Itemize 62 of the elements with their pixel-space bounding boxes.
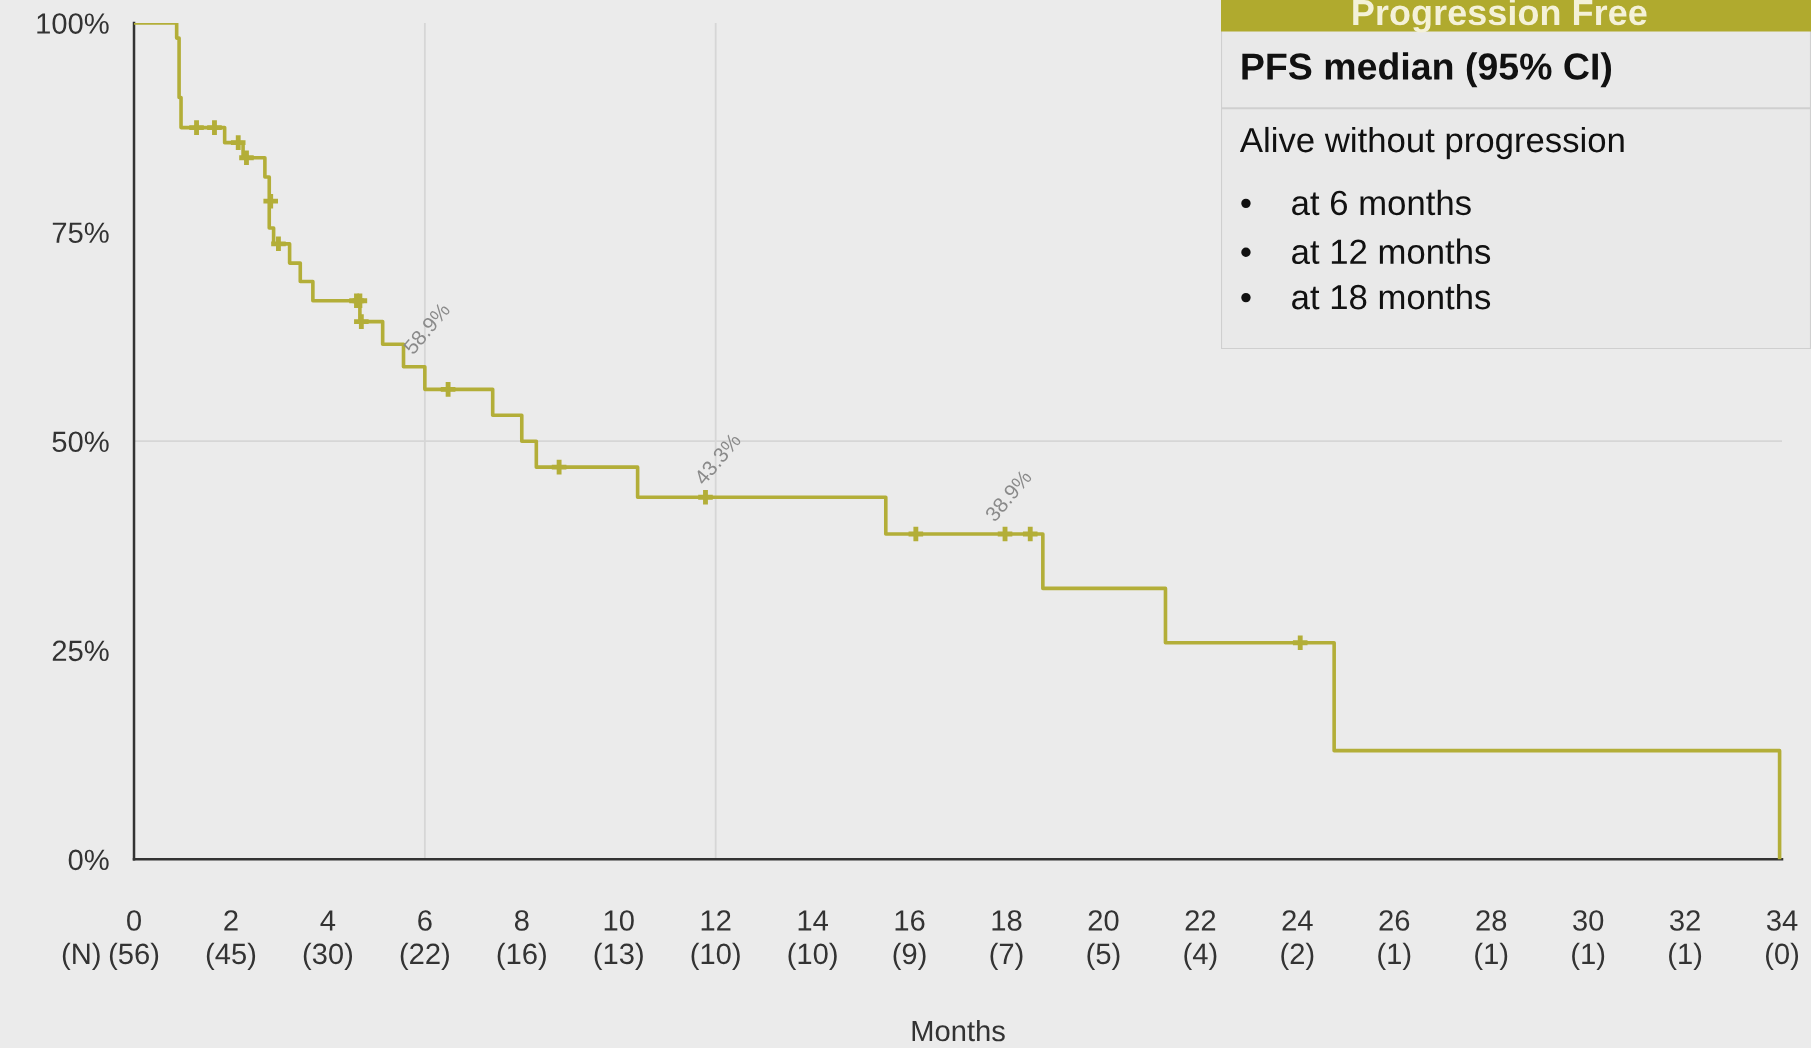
point: [207, 120, 222, 135]
x-tick-label: 16: [895, 910, 925, 931]
text: (56): [109, 942, 159, 970]
point: [189, 120, 204, 135]
text: (7): [990, 942, 1023, 970]
text: (45): [206, 942, 256, 970]
text: (13): [594, 942, 643, 970]
x-tick-label: 14: [798, 910, 828, 931]
text: (N): [62, 942, 100, 970]
text: (5): [1087, 942, 1120, 970]
x-tick-label: 8: [514, 910, 529, 931]
text: (1): [1572, 942, 1605, 970]
x-tick-label: 24: [1282, 910, 1313, 931]
point: [440, 382, 456, 397]
text: (1): [1669, 942, 1702, 970]
text: (1): [1475, 942, 1508, 970]
x-tick-label: 4: [320, 910, 336, 931]
annotation: • at 12 months: [1241, 238, 1491, 265]
x-tick-label: 20: [1088, 910, 1119, 931]
x-tick-label: 30: [1573, 910, 1604, 931]
text: (22): [400, 942, 449, 970]
x-tick-label: 34: [1766, 910, 1798, 931]
x-tick-label: 32: [1669, 910, 1700, 931]
point: [698, 489, 713, 505]
x-tick-label: 2: [224, 910, 238, 931]
text: (30): [303, 942, 353, 970]
point: [230, 135, 246, 150]
x-tick-label: 0: [127, 910, 141, 931]
text: (1): [1378, 942, 1411, 970]
text: (10): [691, 942, 740, 970]
point: [1022, 526, 1038, 542]
text: (4): [1184, 942, 1217, 970]
x-axis-title: Months: [912, 1019, 1005, 1042]
x-tick-label: 18: [992, 910, 1022, 931]
x-tick-label: 22: [1185, 910, 1216, 931]
x-tick-label: 28: [1476, 910, 1507, 931]
point: [908, 526, 924, 542]
annotation: • at 18 months: [1241, 283, 1491, 310]
annotation: PFS median (95% CI): [1242, 52, 1612, 88]
point: [354, 314, 369, 329]
y-tick-label: 75%: [52, 222, 109, 243]
text: (2): [1281, 942, 1314, 970]
point: [1292, 635, 1308, 651]
point: [239, 150, 254, 165]
x-tick-label: 10: [604, 910, 634, 931]
point: [352, 293, 368, 308]
annotation: • at 6 months: [1241, 189, 1471, 216]
y-tick-label: 25%: [52, 640, 109, 662]
text: (9): [893, 942, 926, 970]
x-tick-label: 26: [1379, 910, 1410, 931]
text: (10): [788, 942, 837, 970]
y-tick-label: 100%: [37, 13, 109, 34]
point: [551, 459, 567, 475]
text: (16): [497, 942, 546, 970]
text: (0): [1766, 942, 1799, 970]
point: [271, 236, 286, 252]
x-tick-label: 12: [701, 910, 731, 931]
y-tick-label: 50%: [52, 431, 109, 453]
annotation: Alive without progression: [1239, 126, 1624, 160]
x-tick-label: 6: [418, 910, 432, 931]
y-tick-label: 0%: [68, 849, 109, 871]
point: [263, 193, 278, 209]
